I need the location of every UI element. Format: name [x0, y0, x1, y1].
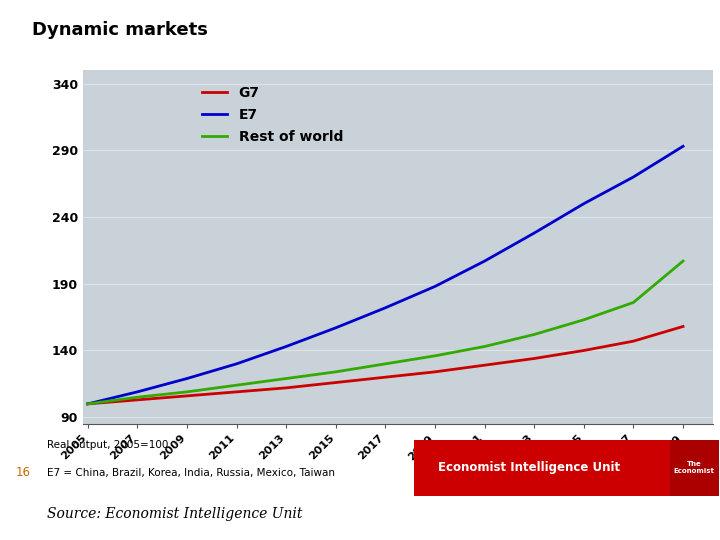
FancyBboxPatch shape — [414, 440, 670, 496]
Legend: G7, E7, Rest of world: G7, E7, Rest of world — [197, 80, 348, 149]
Text: Economist Intelligence Unit: Economist Intelligence Unit — [438, 461, 620, 474]
Text: Real output, 2005=100: Real output, 2005=100 — [47, 440, 168, 450]
Text: The
Economist: The Economist — [674, 461, 714, 474]
Text: Source: Economist Intelligence Unit: Source: Economist Intelligence Unit — [47, 508, 302, 522]
Text: Dynamic markets: Dynamic markets — [32, 22, 208, 39]
FancyBboxPatch shape — [670, 440, 719, 496]
Text: 16: 16 — [16, 466, 31, 479]
Text: E7 = China, Brazil, Korea, India, Russia, Mexico, Taiwan: E7 = China, Brazil, Korea, India, Russia… — [47, 468, 335, 478]
